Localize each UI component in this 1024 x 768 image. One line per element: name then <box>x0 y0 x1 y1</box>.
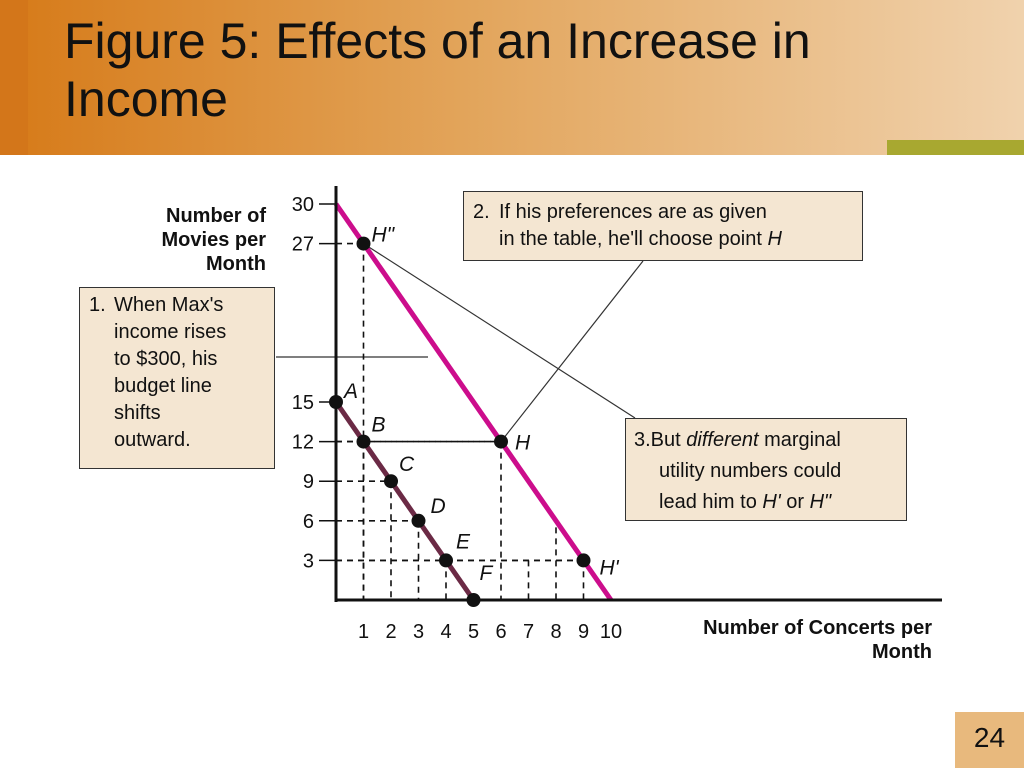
point-marker <box>576 553 591 568</box>
page-number-box: 24 <box>955 712 1024 768</box>
x-tick-label: 9 <box>578 621 589 643</box>
callout-1-line: to $300, his <box>114 348 218 370</box>
callout-1-line: income rises <box>114 321 227 343</box>
y-axis-title-text: Number of Movies per Month <box>161 205 266 275</box>
point-label: H" <box>372 224 396 247</box>
callout-2-leader <box>500 260 644 442</box>
point-marker <box>356 236 371 251</box>
callout-3-line-1-b: marginal <box>758 429 841 451</box>
x-axis-title-text: Number of Concerts per Month <box>703 617 932 663</box>
callout-3-line-1-a: 3.But <box>634 429 687 451</box>
callout-2-point-h: H <box>767 228 782 250</box>
callout-3-line-1: 3.But different marginal <box>634 425 841 456</box>
callout-3-line-2: utility numbers could <box>659 460 842 482</box>
x-tick-label: 4 <box>440 621 451 643</box>
y-tick-label: 27 <box>292 234 314 256</box>
callout-3-body: 3.But different marginal utility numbers… <box>634 425 841 518</box>
y-tick-label: 9 <box>303 471 314 493</box>
callout-3-line-1-italic: different <box>686 429 759 451</box>
callout-1-line: When Max's <box>114 294 224 316</box>
y-tick-label: 6 <box>303 511 314 533</box>
callout-3-leader <box>363 243 636 419</box>
callout-2-line-1: If his preferences are as given <box>499 201 767 223</box>
x-axis-title: Number of Concerts per Month <box>660 616 932 664</box>
x-tick-label: 10 <box>600 621 622 643</box>
point-marker <box>466 593 481 607</box>
slide-title: Figure 5: Effects of an Increase in Inco… <box>64 13 811 127</box>
callout-1-number: 1. <box>89 294 106 316</box>
title-accent <box>0 0 28 155</box>
callout-2-body: If his preferences are as given in the t… <box>499 199 782 253</box>
axes <box>334 186 942 602</box>
x-tick-label: 8 <box>550 621 561 643</box>
callout-1-line: outward. <box>114 429 191 451</box>
callout-3-line-3-i1: H' <box>762 491 781 513</box>
point-label: H' <box>600 556 620 579</box>
callout-leader-lines <box>276 243 644 442</box>
point-marker <box>494 434 508 449</box>
point-label: B <box>372 414 386 437</box>
point-marker <box>384 474 398 489</box>
title-accent-strip <box>887 140 1024 155</box>
y-tick-label: 30 <box>292 194 314 216</box>
callout-3-line-3-i2: H" <box>809 491 832 513</box>
point-label: C <box>399 453 415 476</box>
budget-lines <box>333 202 614 602</box>
x-tick-label: 5 <box>468 621 479 643</box>
x-tick-label: 6 <box>495 621 506 643</box>
point-label: D <box>431 495 446 518</box>
point-label: A <box>342 380 358 403</box>
callout-3-line-3-b: or <box>780 491 810 513</box>
title-band <box>0 0 1024 155</box>
x-tick-label: 7 <box>523 621 534 643</box>
callout-3-line-3: lead him to H' or H" <box>634 487 841 518</box>
callout-2-line-2-text: in the table, he'll choose point <box>499 228 768 250</box>
y-tick-label: 15 <box>292 392 314 414</box>
callout-1-body: When Max's income rises to $300, his bud… <box>114 292 226 454</box>
point-label: E <box>456 530 471 553</box>
point-marker <box>439 553 453 568</box>
x-tick-label: 1 <box>358 621 369 643</box>
new-budget-line <box>333 202 614 602</box>
y-tick-label: 12 <box>292 432 314 454</box>
x-tick-label: 2 <box>385 621 396 643</box>
callout-2: 2. If his preferences are as given in th… <box>463 191 863 261</box>
x-tick-label: 3 <box>413 621 424 643</box>
callout-3: 3.But different marginal utility numbers… <box>625 418 907 521</box>
point-label: H <box>515 432 531 455</box>
callout-1: 1. When Max's income rises to $300, his … <box>79 287 275 469</box>
point-label: F <box>480 562 494 585</box>
dashed-guides <box>336 242 585 600</box>
callout-2-number: 2. <box>473 201 490 223</box>
callout-1-line: shifts <box>114 402 161 424</box>
original-budget-line <box>333 400 476 602</box>
point-marker <box>356 434 371 449</box>
callout-1-line: budget line <box>114 375 212 397</box>
y-tick-label: 3 <box>303 550 314 572</box>
point-marker <box>411 513 426 528</box>
callout-2-line-2: in the table, he'll choose point H <box>499 226 782 253</box>
callout-3-line-3-a: lead him to <box>659 491 763 513</box>
page-number: 24 <box>973 722 1006 753</box>
point-marker <box>329 395 343 409</box>
y-axis-title: Number of Movies per Month <box>100 204 266 276</box>
